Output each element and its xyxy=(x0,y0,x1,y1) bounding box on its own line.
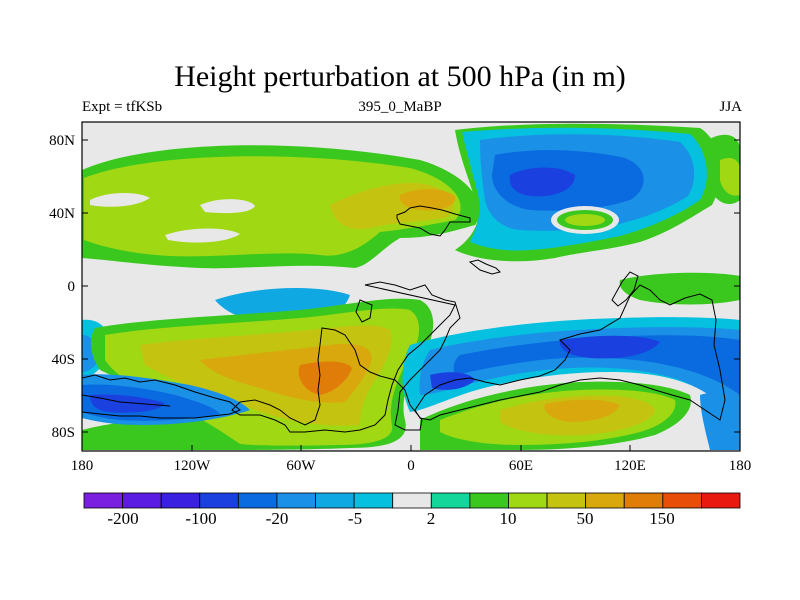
period-label: 395_0_MaBP xyxy=(358,99,442,115)
colorbar xyxy=(83,492,741,509)
y-axis-ticks xyxy=(82,139,740,433)
colorbar-labels: -200 -100 -20 -5 2 10 50 150 xyxy=(107,509,674,528)
x-tick-label: 60W xyxy=(286,458,316,474)
y-tick-label: 0 xyxy=(68,279,76,295)
x-tick-label: 180 xyxy=(729,458,752,474)
colorbar-box xyxy=(353,492,394,509)
colorbar-label: 50 xyxy=(577,509,594,528)
y-tick-label: 80N xyxy=(49,133,75,149)
y-tick-label: 80S xyxy=(52,425,75,441)
colorbar-box xyxy=(276,492,316,509)
x-tick-label: 180 xyxy=(71,458,94,474)
x-tick-label: 60E xyxy=(509,458,533,474)
colorbar-box xyxy=(508,492,548,509)
colorbar-box xyxy=(392,492,432,509)
colorbar-label: 10 xyxy=(500,509,517,528)
colorbar-box xyxy=(430,492,471,509)
coastlines xyxy=(82,205,726,433)
colorbar-box xyxy=(701,492,741,509)
x-tick-label: 120E xyxy=(614,458,646,474)
x-axis-labels: 180 120W 60W 0 60E 120E 180 xyxy=(71,458,752,474)
colorbar-label: -5 xyxy=(348,509,362,528)
colorbar-label: -100 xyxy=(185,509,216,528)
colorbar-label: 2 xyxy=(427,509,436,528)
y-axis-labels: 80N 40N 0 40S 80S xyxy=(49,133,75,441)
y-tick-label: 40S xyxy=(52,352,75,368)
plot-title: Height perturbation at 500 hPa (in m) xyxy=(174,60,626,93)
colorbar-box xyxy=(585,492,625,509)
season-label: JJA xyxy=(719,99,742,115)
x-tick-label: 120W xyxy=(174,458,212,474)
colorbar-label: -200 xyxy=(107,509,138,528)
colorbar-box xyxy=(237,492,278,509)
experiment-label: Expt = tfKSb xyxy=(82,99,163,115)
colorbar-box xyxy=(623,492,664,509)
colorbar-box xyxy=(122,492,162,509)
colorbar-label: 150 xyxy=(649,509,675,528)
colorbar-label: -20 xyxy=(266,509,289,528)
x-axis-ticks xyxy=(81,445,741,451)
colorbar-box xyxy=(83,492,123,509)
colorbar-box xyxy=(315,492,355,509)
contour-field xyxy=(82,122,740,451)
colorbar-box xyxy=(160,492,201,509)
colorbar-box xyxy=(662,492,702,509)
colorbar-box xyxy=(469,492,509,509)
colorbar-box xyxy=(546,492,587,509)
y-tick-label: 40N xyxy=(49,206,75,222)
x-tick-label: 0 xyxy=(407,458,415,474)
colorbar-box xyxy=(199,492,239,509)
